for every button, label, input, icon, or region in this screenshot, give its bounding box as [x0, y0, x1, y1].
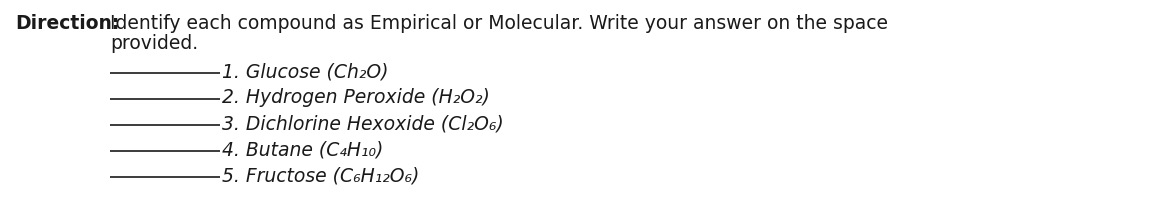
Text: 4. Butane (C₄H₁₀): 4. Butane (C₄H₁₀): [222, 140, 384, 159]
Text: 5. Fructose (C₆H₁₂O₆): 5. Fructose (C₆H₁₂O₆): [222, 166, 419, 185]
Text: 3. Dichlorine Hexoxide (Cl₂O₆): 3. Dichlorine Hexoxide (Cl₂O₆): [222, 114, 503, 133]
Text: 2. Hydrogen Peroxide (H₂O₂): 2. Hydrogen Peroxide (H₂O₂): [222, 88, 490, 107]
Text: provided.: provided.: [109, 34, 198, 53]
Text: Identify each compound as Empirical or Molecular. Write your answer on the space: Identify each compound as Empirical or M…: [109, 14, 888, 33]
Text: 1. Glucose (Ch₂O): 1. Glucose (Ch₂O): [222, 62, 388, 81]
Text: Direction:: Direction:: [15, 14, 120, 33]
